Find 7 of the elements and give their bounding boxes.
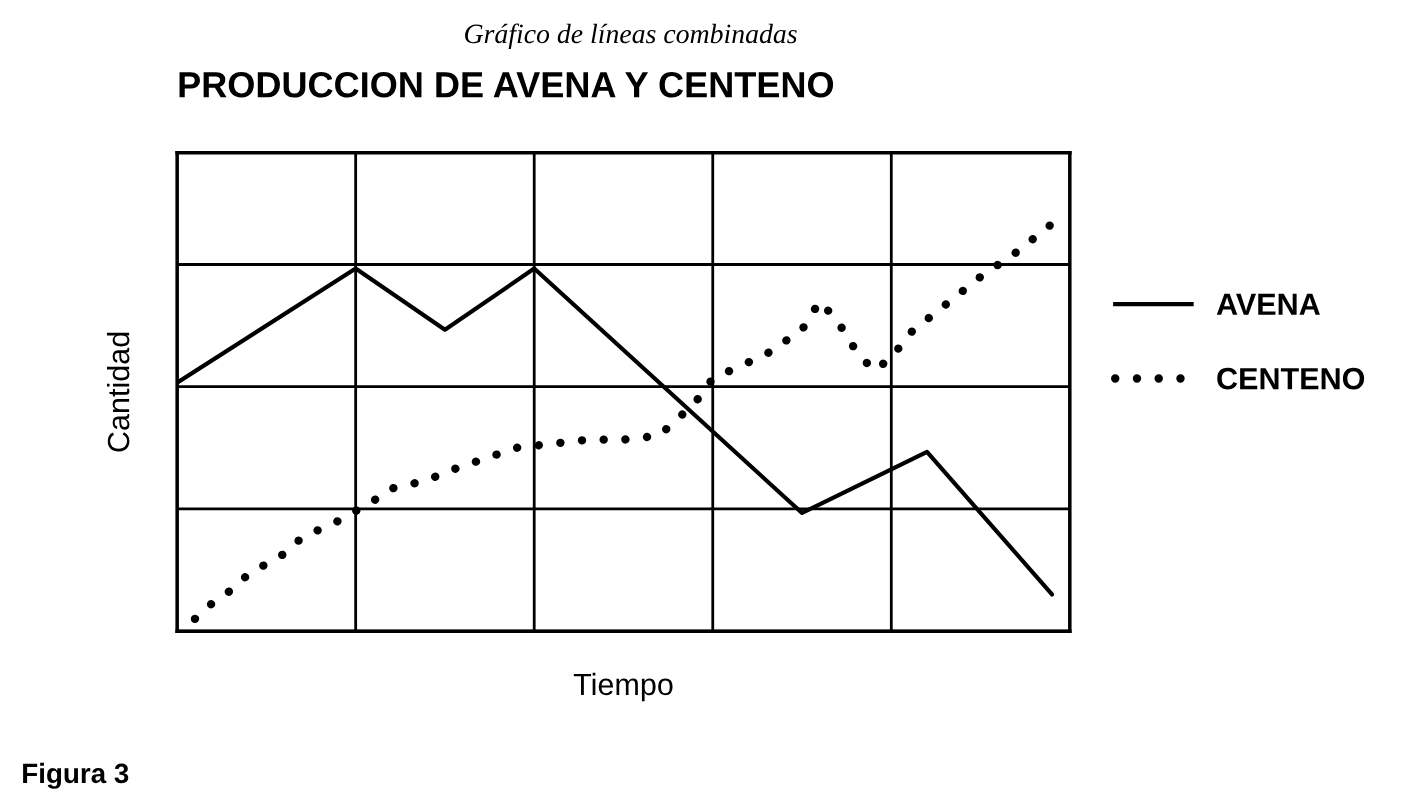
text: Figura 3	[23, 762, 129, 789]
legend-label: AVENA	[1216, 293, 1320, 315]
chart-subtitle: Gráfico de líneas combinadas	[465, 23, 797, 49]
chart-title: PRODUCCION DE AVENA Y CENTENO	[179, 71, 834, 98]
y-axis-title: Cantidad	[106, 332, 130, 452]
x-axis-title: Tiempo	[573, 672, 673, 702]
legend-label: CENTENO	[1217, 367, 1365, 390]
